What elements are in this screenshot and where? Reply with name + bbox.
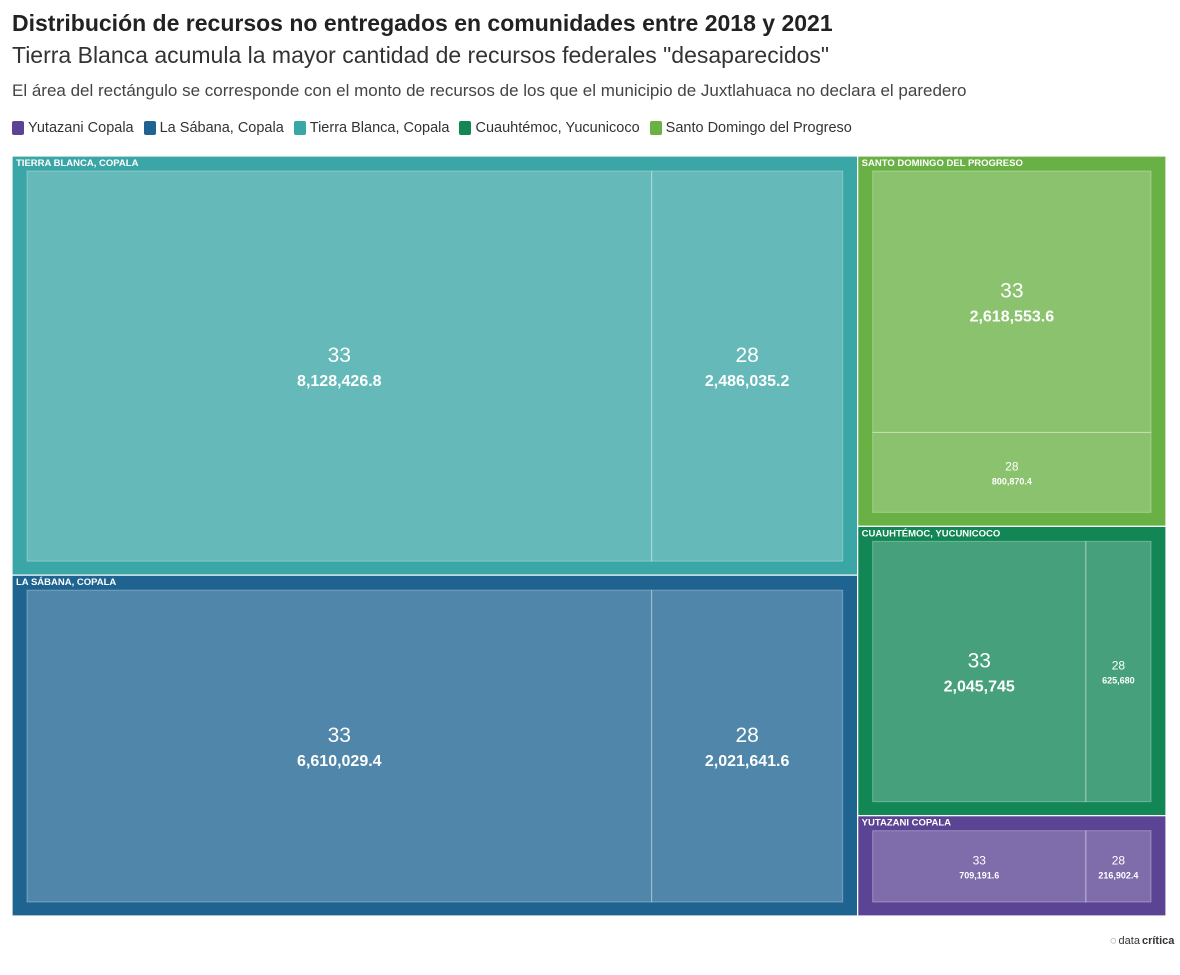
legend-label: Santo Domingo del Progreso <box>665 120 852 136</box>
tile-category-label: 33 <box>328 724 351 747</box>
value-tile-la-sabana-copala-28 <box>651 589 844 903</box>
legend-label: Cuauhtémoc, Yucunicoco <box>475 120 640 136</box>
group-tile-santo-domingo-del-progreso <box>857 155 1167 527</box>
legend-swatch <box>649 121 662 135</box>
value-tile-santo-domingo-del-progreso-33 <box>872 170 1152 433</box>
value-tile-cuauhtemoc-yucunicoco-33 <box>872 540 1087 803</box>
value-tile-santo-domingo-del-progreso-28 <box>872 431 1152 513</box>
tile-value-label: 2,045,745 <box>944 679 1015 696</box>
legend-item-la-sabana[interactable]: La Sábana, Copala <box>143 120 284 136</box>
legend-swatch <box>12 121 24 135</box>
legend-label: Tierra Blanca, Copala <box>309 120 450 136</box>
group-tile-la-sabana-copala <box>11 574 859 917</box>
value-tile-yutazani-copala-28 <box>1085 830 1152 903</box>
group-label-tierra-blanca-copala: TIERRA BLANCA, COPALA <box>16 158 139 169</box>
value-tile-tierra-blanca-copala-33 <box>26 170 653 562</box>
legend-item-tierra-blanca[interactable]: Tierra Blanca, Copala <box>293 120 450 136</box>
tile-value-label: 800,870.4 <box>992 476 1032 486</box>
logo-text-light: data <box>1118 935 1140 947</box>
tile-value-label: 6,610,029.4 <box>297 753 382 770</box>
logo-icon: ◌ <box>1110 935 1117 947</box>
legend-item-santo-domingo[interactable]: Santo Domingo del Progreso <box>649 120 852 136</box>
chart-title: Distribución de recursos no entregados e… <box>12 10 833 36</box>
tile-value-label: 2,618,553.6 <box>970 309 1055 326</box>
tile-category-label: 33 <box>973 853 987 867</box>
group-tile-cuauhtemoc-yucunicoco <box>857 525 1167 817</box>
group-label-yutazani-copala: YUTAZANI COPALA <box>862 818 952 829</box>
tile-category-label: 33 <box>1000 280 1023 303</box>
chart-description: El área del rectángulo se corresponde co… <box>12 81 967 100</box>
group-label-cuauhtemoc-yucunicoco: CUAUHTÉMOC, YUCUNICOCO <box>862 528 1001 539</box>
legend-label: La Sábana, Copala <box>159 120 284 136</box>
tile-category-label: 28 <box>735 724 758 747</box>
tile-category-label: 28 <box>1112 659 1126 673</box>
tile-category-label: 33 <box>328 344 351 367</box>
legend-swatch <box>143 121 156 135</box>
tile-category-label: 33 <box>968 650 991 673</box>
tile-category-label: 28 <box>1005 459 1019 473</box>
tile-value-label: 2,486,035.2 <box>705 373 790 390</box>
tile-value-label: 2,021,641.6 <box>705 753 790 770</box>
tile-value-label: 8,128,426.8 <box>297 373 382 390</box>
chart-subtitle: Tierra Blanca acumula la mayor cantidad … <box>12 42 830 68</box>
tile-value-label: 625,680 <box>1102 676 1135 686</box>
legend: Yutazani Copala La Sábana, Copala Tierra… <box>12 120 852 136</box>
tile-value-label: 709,191.6 <box>959 870 999 880</box>
legend-swatch <box>293 121 306 135</box>
group-tile-yutazani-copala <box>857 815 1167 917</box>
group-label-santo-domingo-del-progreso: SANTO DOMINGO DEL PROGRESO <box>862 158 1023 169</box>
group-label-la-sabana-copala: LA SÁBANA, COPALA <box>16 577 116 588</box>
legend-swatch <box>459 121 472 135</box>
group-tile-tierra-blanca-copala <box>11 155 859 576</box>
legend-item-cuauhtemoc[interactable]: Cuauhtémoc, Yucunicoco <box>459 120 640 136</box>
legend-item-yutazani[interactable]: Yutazani Copala <box>12 120 134 136</box>
datacritica-logo: ◌ data crítica <box>1110 935 1174 947</box>
value-tile-tierra-blanca-copala-28 <box>651 170 844 562</box>
tile-value-label: 216,902.4 <box>1098 870 1138 880</box>
tile-category-label: 28 <box>1112 853 1126 867</box>
logo-text-bold: crítica <box>1141 935 1175 947</box>
tile-category-label: 28 <box>735 344 758 367</box>
value-tile-la-sabana-copala-33 <box>26 589 653 903</box>
value-tile-yutazani-copala-33 <box>872 830 1087 903</box>
legend-label: Yutazani Copala <box>28 120 134 136</box>
value-tile-cuauhtemoc-yucunicoco-28 <box>1085 540 1152 803</box>
